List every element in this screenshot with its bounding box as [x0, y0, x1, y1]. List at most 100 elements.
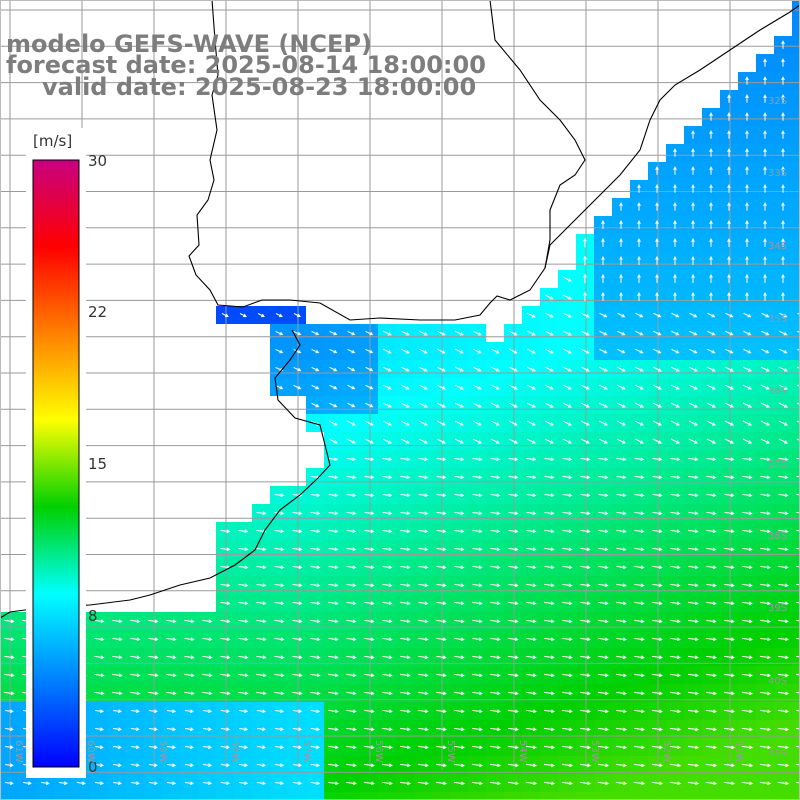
wind-arrow: [724, 420, 735, 426]
wind-arrow: [760, 583, 771, 588]
wind-arrow: [364, 420, 374, 426]
wind-arrow: [274, 691, 285, 696]
wind-arrow: [364, 637, 375, 642]
wind-cell: [792, 540, 800, 558]
wind-arrow: [745, 238, 749, 247]
wind-arrow: [149, 709, 158, 714]
lon-label: 54W: [517, 740, 528, 763]
wind-arrow: [238, 565, 249, 570]
wind-arrow: [95, 727, 104, 732]
wind-arrow: [202, 637, 213, 642]
wind-arrow: [652, 529, 663, 534]
wind-arrow: [599, 348, 608, 354]
wind-arrow: [724, 673, 735, 678]
wind-arrow: [796, 475, 800, 478]
colorbar-unit: [m/s]: [33, 132, 73, 150]
wind-arrow: [687, 745, 700, 750]
wind-arrow: [400, 384, 410, 390]
wind-arrow: [687, 727, 700, 732]
wind-arrow: [723, 781, 736, 786]
wind-arrow: [382, 384, 392, 390]
wind-arrow: [508, 619, 519, 624]
wind-arrow: [365, 402, 374, 408]
wind-arrow: [113, 727, 122, 732]
wind-arrow: [745, 148, 749, 157]
wind-arrow: [652, 655, 663, 660]
wind-arrow: [779, 330, 788, 336]
wind-arrow: [688, 457, 699, 462]
wind-arrow: [347, 384, 356, 390]
wind-arrow: [781, 40, 785, 49]
wind-arrow: [616, 457, 627, 462]
wind-arrow: [580, 402, 590, 408]
wind-arrow: [382, 691, 393, 696]
wind-arrow: [562, 727, 573, 732]
wind-arrow: [763, 256, 767, 265]
wind-arrow: [274, 727, 285, 732]
wind-arrow: [490, 619, 501, 624]
wind-arrow: [759, 691, 772, 696]
wind-cell: [666, 792, 684, 800]
wind-arrow: [400, 457, 411, 462]
wind-arrow: [723, 691, 736, 696]
wind-arrow: [760, 547, 771, 552]
wind-arrow: [673, 238, 677, 247]
wind-arrow: [544, 493, 555, 498]
wind-arrow: [310, 601, 321, 606]
wind-arrow: [310, 547, 321, 552]
wind-arrow: [580, 709, 591, 714]
wind-arrow: [202, 619, 213, 624]
wind-arrow: [112, 691, 123, 696]
wind-arrow: [472, 637, 483, 642]
wind-arrow: [634, 366, 644, 372]
wind-arrow: [652, 619, 663, 624]
wind-arrow: [292, 511, 303, 516]
wind-arrow: [525, 763, 538, 768]
wind-arrow: [742, 583, 753, 588]
wind-cell: [792, 522, 800, 540]
wind-arrow: [601, 274, 605, 283]
wind-arrow: [526, 709, 537, 714]
wind-arrow: [544, 312, 554, 318]
wind-arrow: [274, 565, 285, 570]
wind-arrow: [418, 366, 428, 372]
wind-arrow: [760, 384, 770, 390]
wind-arrow: [544, 727, 555, 732]
wind-cell: [792, 90, 800, 108]
wind-arrow: [742, 673, 753, 678]
wind-arrow: [274, 781, 285, 786]
wind-arrow: [274, 493, 285, 498]
wind-arrow: [292, 781, 303, 786]
wind-arrow: [310, 529, 321, 534]
wind-arrow: [436, 438, 446, 444]
wind-arrow: [651, 727, 664, 732]
wind-arrow: [220, 601, 231, 606]
wind-arrow: [760, 601, 771, 606]
wind-arrow: [526, 511, 537, 516]
wind-cell: [414, 792, 432, 800]
wind-arrow: [634, 565, 645, 570]
wind-arrow: [166, 745, 177, 750]
wind-cell: [774, 792, 792, 800]
wind-arrow: [364, 529, 375, 534]
wind-arrow: [436, 529, 447, 534]
wind-arrow: [454, 475, 465, 480]
wind-arrow: [723, 709, 736, 714]
wind-arrow: [382, 709, 393, 714]
wind-arrow: [561, 781, 574, 786]
wind-arrow: [508, 601, 519, 606]
wind-arrow: [580, 673, 591, 678]
wind-arrow: [689, 312, 698, 318]
wind-arrow: [651, 763, 664, 768]
wind-arrow: [310, 619, 321, 624]
wind-arrow: [113, 745, 122, 750]
wind-arrow: [619, 220, 623, 229]
wind-arrow: [112, 673, 123, 678]
wind-arrow: [615, 745, 628, 750]
wind-arrow: [742, 637, 753, 642]
wind-arrow: [418, 727, 429, 732]
wind-arrow: [760, 438, 771, 444]
wind-arrow: [508, 348, 518, 354]
wind-cell: [792, 594, 800, 612]
wind-arrow: [709, 274, 713, 283]
